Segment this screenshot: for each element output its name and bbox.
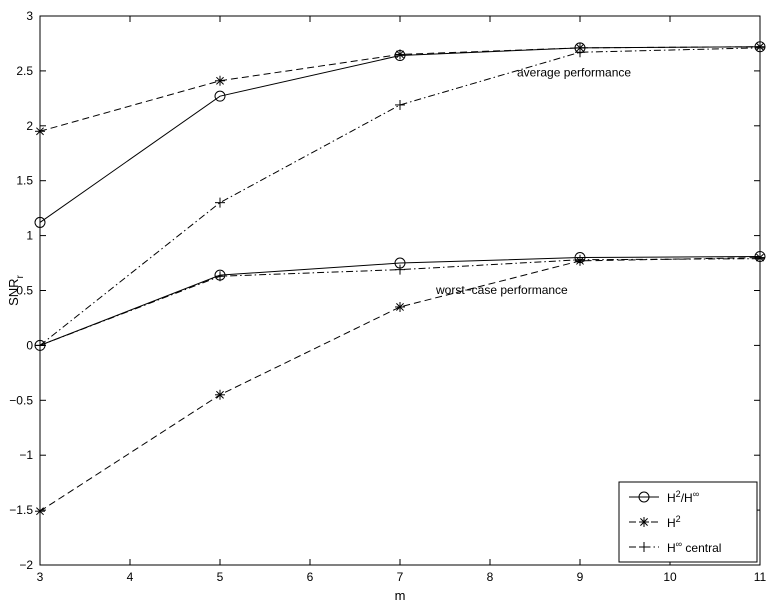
y-axis-label-main: SNR xyxy=(6,278,21,305)
y-tick-label--0.5: −0.5 xyxy=(9,393,33,407)
data-point-4-2 xyxy=(395,301,405,312)
legend-marker-2 xyxy=(639,542,649,552)
axes: 3 4 5 6 7 8 9 10 11 −2 −1.5 −1 −0.5 0 0.5 1 1.5 2 2.5 3 m SNR… xyxy=(6,9,766,603)
legend: H2/H∞ H2 H∞ central xyxy=(618,481,758,563)
y-tick-label--1: −1 xyxy=(19,448,33,462)
x-tick-label-6: 6 xyxy=(307,570,314,584)
annotations: average performance worst−case performanc… xyxy=(435,65,631,296)
y-tick-label-3: 3 xyxy=(26,9,33,23)
data-point-1-1 xyxy=(215,75,225,86)
y-tick-label-0: 0 xyxy=(26,338,33,352)
x-tick-label-10: 10 xyxy=(663,570,677,584)
legend-entry-0: H2/H∞ xyxy=(629,489,699,505)
series-line-0 xyxy=(39,46,761,223)
data-point-1-0 xyxy=(35,126,45,137)
x-tick-label-8: 8 xyxy=(487,570,494,584)
legend-entry-1: H2 xyxy=(629,514,681,530)
y-tick-label-1: 1 xyxy=(26,229,33,243)
y-tick-label-0.5: 0.5 xyxy=(16,284,33,298)
data-point-1-2 xyxy=(395,49,405,60)
data-point-0-1 xyxy=(214,90,226,102)
annotation-1: worst−case performance xyxy=(435,283,568,297)
data-point-5-1 xyxy=(215,271,225,282)
annotation-0: average performance xyxy=(517,65,631,79)
y-axis-label: SNRr xyxy=(6,274,26,305)
legend-marker-1 xyxy=(639,517,649,527)
y-tick-label-2.5: 2.5 xyxy=(16,64,33,78)
data-point-2-3 xyxy=(575,47,585,58)
data-point-2-2 xyxy=(395,99,405,110)
legend-label-2: H∞ central xyxy=(667,539,721,555)
data-point-4-1 xyxy=(215,389,225,400)
x-tick-label-11: 11 xyxy=(754,570,766,584)
x-tick-label-3: 3 xyxy=(37,570,44,584)
x-tick-label-4: 4 xyxy=(127,570,134,584)
data-point-4-0 xyxy=(35,506,45,517)
x-tick-label-5: 5 xyxy=(217,570,224,584)
data-point-0-0 xyxy=(34,216,46,228)
series-worst-case-5 xyxy=(35,253,765,351)
legend-label-1: H2 xyxy=(667,514,681,530)
series-line-4 xyxy=(39,257,761,512)
y-axis-label-subscript: r xyxy=(15,274,26,278)
data-point-5-0 xyxy=(35,340,45,351)
series-line-2 xyxy=(39,47,761,346)
data-point-2-1 xyxy=(215,197,225,208)
y-tick-label--1.5: −1.5 xyxy=(9,503,33,517)
data-point-5-2 xyxy=(395,264,405,275)
y-tick-label--2: −2 xyxy=(19,558,33,572)
legend-entry-2: H∞ central xyxy=(629,539,721,555)
data-point-2-4 xyxy=(755,42,765,53)
data-point-5-4 xyxy=(755,253,765,264)
series-line-3 xyxy=(39,255,761,346)
data-point-5-3 xyxy=(575,254,585,265)
series-average-0 xyxy=(34,41,766,228)
x-tick-label-9: 9 xyxy=(577,570,584,584)
x-tick-label-7: 7 xyxy=(397,570,404,584)
legend-label-0: H2/H∞ xyxy=(667,489,699,505)
series-layer xyxy=(34,41,766,517)
y-tick-label-2: 2 xyxy=(26,119,33,133)
series-average-1 xyxy=(35,41,765,137)
y-tick-label-1.5: 1.5 xyxy=(16,174,33,188)
x-axis-label: m xyxy=(395,588,406,603)
series-worst-case-4 xyxy=(35,252,765,517)
legend-marker-0 xyxy=(638,491,650,503)
